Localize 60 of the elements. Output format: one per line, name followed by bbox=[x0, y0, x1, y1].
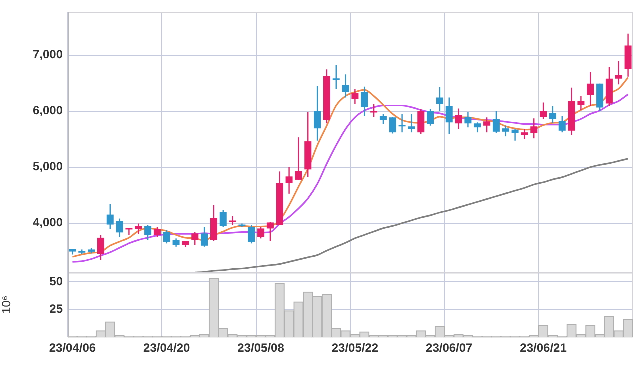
candlestick bbox=[154, 226, 161, 238]
candlestick bbox=[418, 108, 425, 135]
candlestick bbox=[144, 224, 152, 241]
candlestick bbox=[389, 116, 396, 134]
candlestick bbox=[135, 223, 142, 235]
candlestick bbox=[116, 218, 124, 238]
candlestick bbox=[229, 216, 236, 226]
candlestick bbox=[220, 210, 227, 228]
candlestick bbox=[484, 117, 491, 134]
candlestick bbox=[436, 86, 444, 112]
candlestick bbox=[578, 96, 585, 111]
candlestick bbox=[492, 110, 500, 134]
y-tick-label: 7,000 bbox=[32, 48, 64, 62]
candlestick bbox=[352, 88, 359, 106]
candlestick bbox=[342, 74, 350, 98]
x-tick-label: 23/05/22 bbox=[332, 341, 379, 356]
y-tick-label: 5,000 bbox=[32, 160, 64, 174]
candlestick bbox=[502, 125, 510, 138]
y-tick-label: 25 bbox=[50, 302, 64, 316]
candlestick bbox=[427, 108, 434, 127]
candlestick bbox=[540, 102, 548, 120]
candlestick bbox=[192, 231, 199, 246]
candlestick bbox=[314, 86, 322, 142]
candlestick bbox=[624, 33, 632, 78]
candlestick bbox=[549, 105, 556, 124]
candlestick bbox=[558, 115, 566, 134]
x-tick-label: 23/04/06 bbox=[49, 341, 96, 356]
candlestick bbox=[295, 136, 302, 181]
candlestick bbox=[587, 72, 594, 107]
candlestick bbox=[210, 204, 218, 242]
candlestick bbox=[446, 97, 453, 135]
x-tick-label: 23/04/20 bbox=[144, 341, 191, 356]
y-tick-label: 6,000 bbox=[32, 104, 64, 118]
candlestick bbox=[361, 86, 368, 117]
x-tick-label: 23/06/21 bbox=[520, 341, 568, 356]
candlestick bbox=[97, 234, 104, 261]
candlestick bbox=[512, 128, 519, 142]
y-tick-label: 4,000 bbox=[32, 216, 64, 230]
candlestick bbox=[615, 60, 622, 86]
candlestick bbox=[474, 122, 482, 134]
candlestick bbox=[106, 204, 114, 230]
candlestick bbox=[596, 83, 604, 112]
candlestick bbox=[455, 108, 462, 130]
candlestick bbox=[266, 221, 274, 242]
candlestick bbox=[464, 111, 472, 128]
line-series bbox=[194, 158, 630, 274]
y-tick-label: 50 bbox=[50, 274, 64, 288]
candlestick bbox=[286, 166, 293, 195]
candlestick bbox=[380, 114, 387, 125]
x-tick-label: 23/06/07 bbox=[426, 341, 474, 356]
candlestick bbox=[258, 226, 265, 240]
candlestick bbox=[248, 224, 256, 244]
candlestick bbox=[163, 230, 170, 244]
candlestick bbox=[530, 118, 538, 140]
y-axis-title: 10⁶ bbox=[0, 296, 14, 314]
candlestick bbox=[332, 64, 340, 90]
candlestick bbox=[408, 114, 416, 134]
candlestick bbox=[521, 128, 528, 140]
candlestick bbox=[201, 226, 208, 248]
x-tick-label: 23/05/08 bbox=[238, 341, 285, 356]
